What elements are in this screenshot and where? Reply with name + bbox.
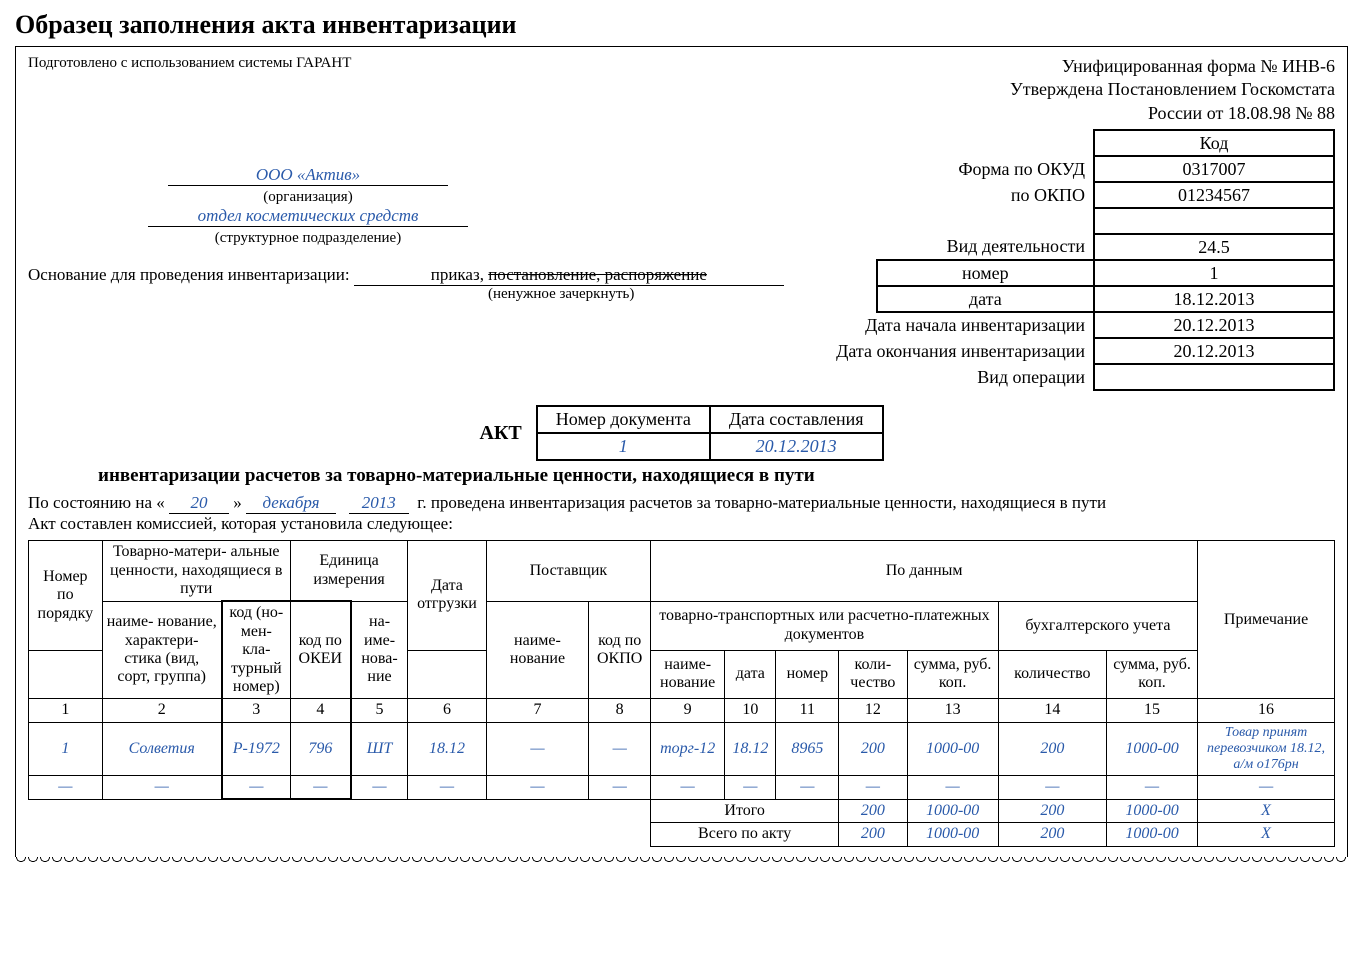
table-row: 1 Солветия Р-1972 796 ШТ 18.12 — — торг-… — [29, 722, 1335, 775]
op-label: Вид операции — [830, 364, 1094, 390]
th-name: наиме- нование, характери- стика (вид, с… — [102, 601, 222, 698]
vsego-row: Всего по акту 200 1000-00 200 1000-00 Х — [29, 823, 1335, 846]
th-note: Примечание — [1198, 541, 1335, 699]
th-acctqty: количество — [998, 650, 1106, 699]
th-supname: наиме- нование — [486, 601, 589, 698]
intro-line2: Акт составлен комиссией, которая установ… — [28, 514, 1335, 534]
th-docqty: коли- чество — [839, 650, 907, 699]
th-docname: наиме- нование — [651, 650, 725, 699]
approval-line2: Утверждена Постановлением Госкомстата — [1010, 78, 1335, 101]
empty-code — [1094, 208, 1334, 234]
org-block: ООО «Актив» (организация) отдел косметич… — [28, 165, 588, 247]
page-title: Образец заполнения акта инвентаризации — [15, 10, 1348, 40]
wavy-border — [15, 857, 1348, 863]
document-frame: Подготовлено с использованием системы ГА… — [15, 46, 1348, 857]
org-name: ООО «Актив» — [168, 165, 448, 186]
th-num: Номер по порядку — [29, 541, 103, 650]
th-docs: товарно-транспортных или расчетно-платеж… — [651, 601, 999, 650]
dept-caption: (структурное подразделение) — [215, 230, 401, 246]
date-label: дата — [877, 286, 1094, 312]
nomer-label: номер — [877, 260, 1094, 286]
th-tmc: Товарно-матери- альные ценности, находящ… — [102, 541, 290, 602]
nomer-value: 1 — [1094, 260, 1334, 286]
th-shipdate: Дата отгрузки — [408, 541, 486, 650]
docnum-header: Номер документа — [537, 406, 710, 433]
th-unitname: на- име- нова- ние — [351, 601, 408, 698]
th-docnum: номер — [776, 650, 839, 699]
okpo-value: 01234567 — [1094, 182, 1334, 208]
th-supplier: Поставщик — [486, 541, 650, 602]
date-value: 18.12.2013 — [1094, 286, 1334, 312]
approval-line3: России от 18.08.98 № 88 — [1010, 102, 1335, 125]
intro-month: декабря — [246, 493, 336, 514]
intro-day: 20 — [169, 493, 229, 514]
garant-note: Подготовлено с использованием системы ГА… — [28, 55, 351, 72]
th-acct: бухгалтерского учета — [998, 601, 1197, 650]
op-value — [1094, 364, 1334, 390]
basis-strike: постановление, распоряжение — [488, 265, 707, 284]
docdate-header: Дата составления — [710, 406, 883, 433]
main-table: Номер по порядку Товарно-матери- альные … — [28, 540, 1335, 846]
activity-value: 24.5 — [1094, 234, 1334, 260]
code-header: Код — [1094, 130, 1334, 156]
okud-label: Форма по ОКУД — [830, 156, 1094, 182]
basis-keep: приказ, — [431, 265, 484, 284]
code-table: Код Форма по ОКУД0317007 по ОКПО01234567… — [830, 129, 1335, 391]
approval-line1: Унифицированная форма № ИНВ-6 — [1010, 55, 1335, 78]
th-unit: Единица измерения — [290, 541, 407, 602]
okpo-label: по ОКПО — [830, 182, 1094, 208]
basis-label: Основание для проведения инвентаризации: — [28, 265, 350, 284]
itogo-label: Итого — [651, 799, 839, 822]
doc-number-table: Номер документаДата составления 120.12.2… — [536, 405, 884, 461]
akt-label: АКТ — [479, 422, 521, 445]
org-caption: (организация) — [263, 189, 352, 205]
table-row: — — — — — — — — — — — — — — — — — [29, 775, 1335, 799]
okud-value: 0317007 — [1094, 156, 1334, 182]
end-value: 20.12.2013 — [1094, 338, 1334, 364]
vsego-label: Всего по акту — [651, 823, 839, 846]
intro-suffix: г. проведена инвентаризация расчетов за … — [417, 493, 1106, 512]
end-label: Дата окончания инвентаризации — [830, 338, 1094, 364]
itogo-row: Итого 200 1000-00 200 1000-00 Х — [29, 799, 1335, 822]
intro-year: 2013 — [349, 493, 409, 514]
th-docsum: сумма, руб. коп. — [907, 650, 998, 699]
start-value: 20.12.2013 — [1094, 312, 1334, 338]
th-data: По данным — [651, 541, 1198, 602]
th-supokpo: код по ОКПО — [589, 601, 651, 698]
th-docdate: дата — [725, 650, 776, 699]
th-acctsum: сумма, руб. коп. — [1106, 650, 1197, 699]
th-code: код (но- мен- кла- турный номер) — [222, 601, 291, 698]
docnum-value: 1 — [537, 433, 710, 460]
docdate-value: 20.12.2013 — [710, 433, 883, 460]
th-okei: код по ОКЕИ — [290, 601, 350, 698]
act-subtitle: инвентаризации расчетов за товарно-матер… — [98, 465, 1335, 487]
start-label: Дата начала инвентаризации — [830, 312, 1094, 338]
activity-label: Вид деятельности — [830, 234, 1094, 260]
dept-name: отдел косметических средств — [148, 206, 468, 227]
approval-block: Унифицированная форма № ИНВ-6 Утверждена… — [1010, 55, 1335, 125]
intro-mid1: » — [233, 493, 242, 512]
col-number-row: 1 2 3 4 5 6 7 8 9 10 11 12 13 14 15 16 — [29, 699, 1335, 722]
intro-prefix: По состоянию на « — [28, 493, 165, 512]
